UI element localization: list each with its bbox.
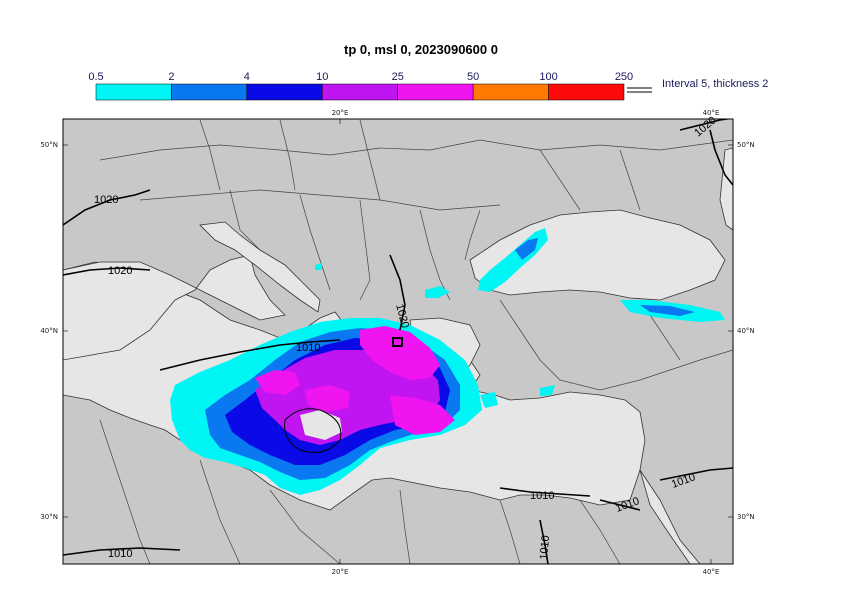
isobar-lines bbox=[63, 119, 733, 564]
adriatic-sea bbox=[199, 221, 321, 313]
black-sea bbox=[469, 209, 726, 301]
lat-label-left-30: 30°N bbox=[40, 513, 58, 521]
legend-tick-labels: 0.5 2 4 10 25 50 100 250 bbox=[88, 71, 633, 83]
map-frame bbox=[62, 118, 734, 565]
legend-tick-label: 50 bbox=[467, 71, 479, 83]
red-sea bbox=[639, 469, 701, 564]
lat-label-right-50: 50°N bbox=[737, 141, 755, 149]
lat-label-left-40: 40°N bbox=[40, 327, 58, 335]
isobar-label: 1010 bbox=[296, 342, 320, 354]
precipitation-legend: 0.5 2 4 10 25 50 100 250 Interval 5, thickness … bbox=[88, 71, 768, 101]
isobar-labels: 1020 1020 1020 1010 1020 1010 1010 1010 … bbox=[94, 114, 719, 560]
isobar-label: 1020 bbox=[94, 194, 118, 206]
location-marker bbox=[392, 337, 403, 347]
map-content bbox=[63, 119, 733, 564]
legend-color-box bbox=[548, 83, 625, 101]
lat-label-left-50: 50°N bbox=[40, 141, 58, 149]
lat-label-right-40: 40°N bbox=[737, 327, 755, 335]
isobar-note: Interval 5, thickness 2 bbox=[662, 78, 768, 90]
isobar-label: 1020 bbox=[108, 265, 132, 277]
isobar-label: 1010 bbox=[108, 548, 132, 560]
lon-label-top-40: 40°E bbox=[703, 109, 720, 117]
legend-tick-label: 100 bbox=[539, 71, 557, 83]
legend-tick-label: 25 bbox=[392, 71, 404, 83]
legend-tick-label: 250 bbox=[615, 71, 633, 83]
map-title: tp 0, msl 0, 2023090600 0 bbox=[344, 42, 498, 57]
lat-label-right-30: 30°N bbox=[737, 513, 755, 521]
legend-color-boxes bbox=[95, 83, 625, 101]
legend-tick-label: 0.5 bbox=[88, 71, 103, 83]
legend-tick-label: 4 bbox=[244, 71, 250, 83]
isobar-label: 1010 bbox=[530, 490, 554, 502]
lon-label-bottom-40: 40°E bbox=[703, 568, 720, 576]
isobar-label: 1010 bbox=[538, 535, 552, 560]
legend-tick-label: 2 bbox=[168, 71, 174, 83]
frame-ticks bbox=[63, 119, 733, 564]
lon-label-top-20: 20°E bbox=[332, 109, 349, 117]
lon-label-bottom-20: 20°E bbox=[332, 568, 349, 576]
precip-blobs bbox=[170, 228, 725, 495]
legend-tick-label: 10 bbox=[316, 71, 328, 83]
tyrrhenian-sea bbox=[63, 254, 286, 361]
